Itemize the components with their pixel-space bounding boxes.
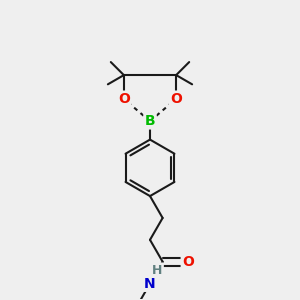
Text: O: O <box>118 92 130 106</box>
Text: O: O <box>182 255 194 269</box>
Text: N: N <box>144 277 156 291</box>
Text: H: H <box>152 264 163 277</box>
Text: O: O <box>170 92 182 106</box>
Text: B: B <box>145 114 155 128</box>
